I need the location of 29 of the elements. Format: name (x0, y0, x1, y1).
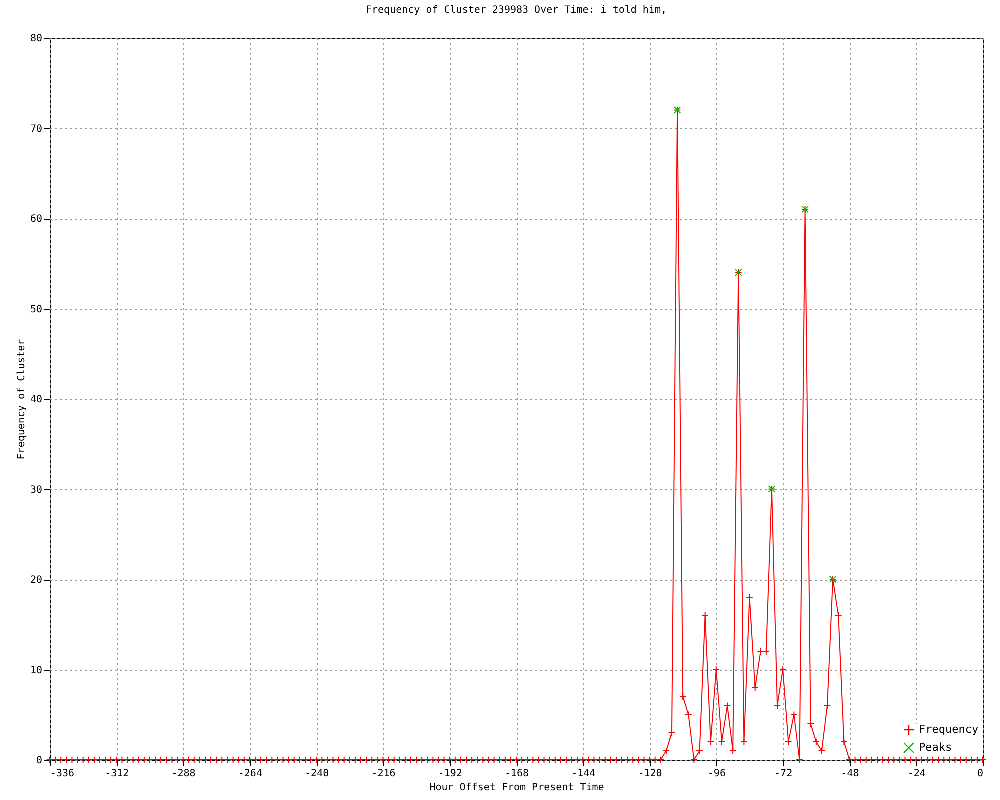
x-tick-label: -216 (372, 768, 396, 780)
x-tick-label: -48 (841, 768, 860, 780)
y-tick-label: 0 (36, 756, 42, 766)
x-tick-label: -168 (504, 768, 530, 780)
x-tick-label: -24 (908, 768, 926, 780)
legend-label: Peaks (919, 741, 952, 754)
y-tick-label: 40 (30, 394, 42, 406)
x-tick-label: -144 (572, 768, 596, 780)
x-tick-label: 0 (977, 768, 984, 780)
chart-title: Frequency of Cluster 239983 Over Time: i told him, (366, 5, 668, 16)
y-tick-label: 50 (30, 304, 42, 316)
y-tick-label: 20 (30, 575, 42, 586)
y-tick-label: 80 (30, 34, 42, 44)
legend-label: Frequency (919, 723, 979, 736)
x-tick-label: -288 (172, 768, 196, 780)
x-tick-label: -336 (50, 768, 75, 780)
y-tick-label: 60 (30, 214, 42, 225)
x-tick-label: -264 (238, 768, 262, 780)
x-tick-label: -192 (438, 768, 462, 780)
x-tick-label: -72 (774, 768, 793, 780)
y-axis-title: Frequency of Cluster (16, 339, 28, 460)
y-tick-label: 70 (30, 124, 42, 135)
y-tick-label: 30 (30, 484, 42, 496)
x-tick-label: -240 (305, 768, 330, 780)
x-axis-title: Hour Offset From Present Time (430, 782, 604, 794)
x-tick-label: -96 (708, 768, 726, 780)
x-tick-label: -120 (638, 768, 662, 780)
x-tick-label: -312 (105, 768, 130, 780)
y-tick-label: 10 (30, 665, 42, 676)
